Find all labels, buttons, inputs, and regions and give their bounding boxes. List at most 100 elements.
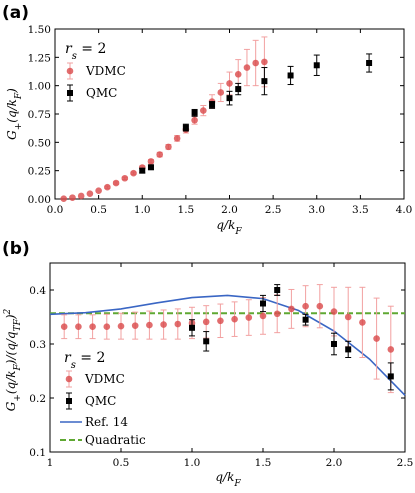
panel-a-vdmc-point: [121, 174, 129, 182]
panel-b-qmc-point: [302, 316, 309, 323]
panel-b-ylabel: G+(q/kF)/(q/qTF)2: [3, 308, 23, 411]
panel-a-vdmc-point: [226, 80, 233, 87]
panel-a-qmc-point: [209, 101, 216, 108]
panel-b-vdmc-point: [60, 323, 68, 331]
panel-a-xtick-label: 2.0: [221, 204, 238, 216]
panel-b-qmc-point: [387, 373, 394, 380]
panel-a-vdmc-point: [95, 187, 102, 195]
panel-b-vdmc-point: [146, 321, 153, 329]
panel-b-xtick-label: 2.0: [326, 457, 343, 469]
panel-a-vdmc-point: [104, 183, 111, 191]
panel-a-legend-qmc-label: QMC: [86, 86, 117, 100]
panel-a-xtick-label: 0.5: [90, 204, 107, 216]
panel-b-xtick-label: 0.5: [113, 457, 130, 469]
panel-a-xtick-label: 3.0: [308, 204, 325, 216]
panel-a-rs: rs = 2: [65, 41, 106, 62]
panel-a-qmc-point: [313, 62, 320, 69]
panel-a-vdmc-point: [234, 71, 242, 78]
panel-a-vdmc-point: [200, 107, 207, 114]
panel-b-vdmc-point: [89, 323, 96, 331]
panel-a-qmc-point: [139, 167, 146, 174]
panel-a-label: (a): [2, 3, 29, 23]
panel-b-vdmc-point: [131, 322, 139, 329]
panel-a-legend-qmc: QMC: [67, 84, 117, 102]
panel-a-ytick-label: 1.00: [28, 81, 51, 93]
panel-a-qmc-point: [366, 60, 373, 66]
panel-a-qmc-point: [261, 78, 268, 85]
panel-a-vdmc-point: [243, 64, 251, 71]
panel-b-xtick-label: 1.0: [184, 457, 201, 469]
panel-a-ytick-label: 0.00: [28, 194, 51, 206]
panel-a-vdmc-point: [147, 158, 155, 165]
panel-a-vdmc-point: [112, 179, 120, 187]
panel-b-vdmc-point: [160, 321, 167, 328]
panel-b-vdmc-point: [245, 314, 253, 321]
panel-b-legend-quadratic: Quadratic: [60, 433, 146, 447]
panel-a-xtick-label: 2.5: [265, 204, 282, 216]
panel-b-vdmc-point: [288, 305, 295, 313]
panel-b-vdmc-point: [231, 315, 238, 323]
panel-a-ytick-label: 0.50: [28, 137, 51, 149]
panel-a-qmc-point: [191, 109, 198, 116]
panel-b-legend-qmc-label: QMC: [85, 394, 116, 408]
panel-b-vdmc-point: [174, 320, 182, 328]
panel-b-vdmc-point: [387, 346, 395, 353]
panel-a-ytick-label: 0.25: [28, 166, 51, 178]
panel-a-xtick-label: 3.5: [352, 204, 369, 216]
panel-b-ytick-label: 0.3: [29, 339, 46, 351]
panel-a-vdmc-point: [252, 59, 259, 67]
panel-a-vdmc-point: [261, 58, 268, 66]
panel-b-xtick-label: 2.5: [397, 457, 414, 469]
panel-a-qmc-point: [182, 124, 189, 131]
panel-b-qmc-point: [260, 300, 266, 307]
panel-a-legend-vdmc: VDMC: [66, 62, 126, 80]
panel-b-data: [49, 284, 406, 396]
panel-a-ytick-label: 0.75: [28, 109, 51, 121]
panel-b-ytick-label: 0.4: [29, 285, 46, 297]
panel-b-xtick-label: 1: [47, 457, 54, 469]
panel-b-legend-ref14-label: Ref. 14: [85, 415, 128, 429]
panel-b-qmc-point: [203, 338, 210, 345]
panel-b-label: (b): [2, 239, 30, 259]
panel-a-ytick-label: 1.50: [28, 24, 51, 36]
panel-b-ytick-label: 0.1: [29, 447, 46, 459]
panel-b-vdmc-point: [316, 302, 324, 310]
panel-a-vdmc-point: [86, 190, 94, 197]
panel-a-qmc-point: [287, 72, 294, 79]
panel-a-xtick-label: 1.5: [178, 204, 195, 216]
panel-b-legend-vdmc-label: VDMC: [84, 372, 125, 386]
panel-b-vdmc-point: [359, 319, 366, 326]
panel-a-xlabel: q/kF: [216, 218, 242, 237]
panel-b-vdmc-point: [103, 323, 111, 331]
panel-a-vdmc-point: [191, 116, 198, 124]
panel-b-vdmc-point: [259, 312, 267, 320]
panel-a-xtick-label: 4.0: [396, 204, 413, 216]
panel-b-xlabel: q/kF: [215, 470, 241, 489]
panel-b-ref14-curve: [49, 294, 406, 396]
panel-b-vdmc-point: [330, 308, 338, 315]
panel-b-vdmc-point: [273, 310, 281, 318]
panel-b-qmc-point: [274, 287, 281, 293]
panel-a-legend-vdmc-label: VDMC: [85, 64, 126, 78]
panel-b-vdmc-point: [373, 335, 380, 342]
panel-b-vdmc-point: [344, 313, 352, 321]
panel-a-ylabel: G+(q/kF): [5, 88, 24, 140]
panel-a-qmc-point: [235, 86, 242, 93]
panel-a-vdmc-point: [60, 195, 68, 202]
panel-a-data: [60, 36, 373, 202]
panel-b-ticks: 1 0.5 1.0 1.5 2.0 2.5 0.1 0.2 0.3 0.4: [29, 263, 413, 469]
panel-a-vdmc-point: [69, 194, 76, 201]
panel-b-vdmc-point: [202, 318, 210, 326]
panel-b-legend-vdmc: VDMC: [65, 370, 125, 388]
panel-a-xtick-label: 0.0: [47, 204, 64, 216]
panel-a-qmc-point: [147, 164, 154, 171]
panel-a-qmc-point: [226, 95, 233, 102]
panel-b-legend-ref14: Ref. 14: [60, 415, 128, 429]
panel-b-vdmc-point: [217, 317, 224, 325]
panel-b-legend-qmc: QMC: [66, 392, 116, 410]
panel-b-qmc-point: [345, 346, 352, 353]
panel-a-ytick-label: 1.25: [28, 52, 51, 64]
panel-a-vdmc-point: [173, 135, 181, 142]
panel-b-frame: [49, 262, 406, 453]
